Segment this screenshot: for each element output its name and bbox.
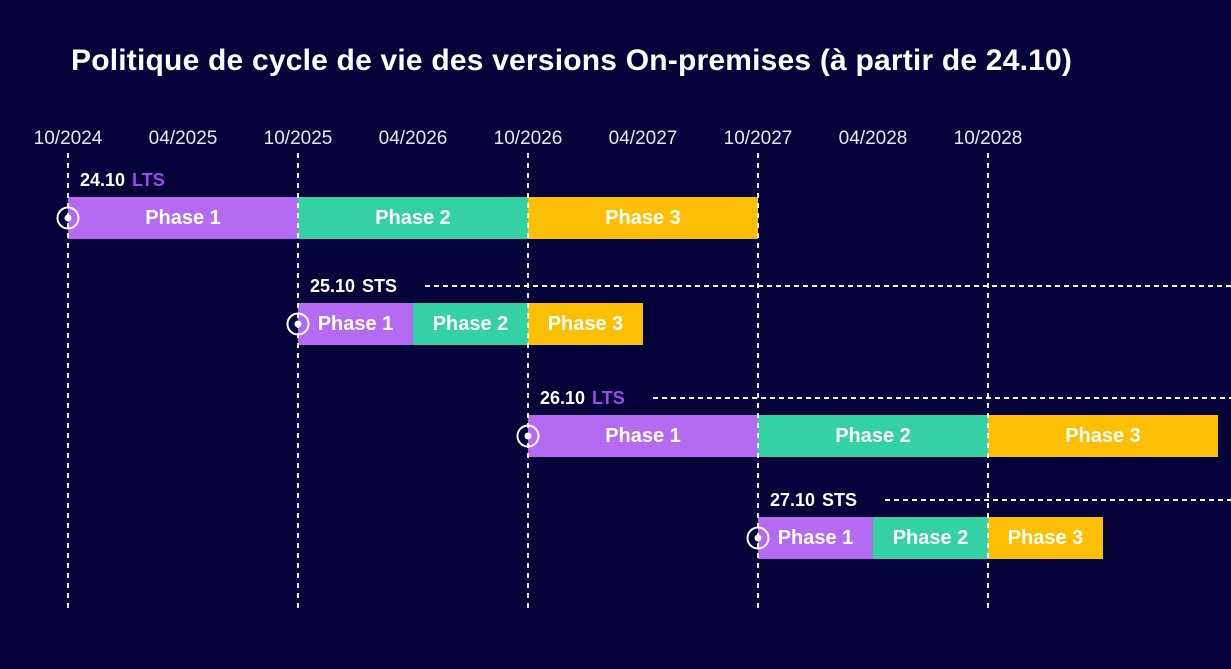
- phase-bar-label: Phase 2: [375, 206, 451, 229]
- axis-tick-label: 04/2026: [378, 128, 448, 149]
- version-number: 25.10: [310, 275, 356, 296]
- version-label: 26.10 LTS: [540, 388, 625, 409]
- phase-bar: Phase 1: [758, 517, 873, 559]
- release-marker-icon: [56, 206, 80, 230]
- phase-bar: Phase 2: [298, 197, 528, 239]
- phase-bar: Phase 2: [413, 303, 528, 345]
- axis-tick-label: 10/2028: [953, 128, 1023, 149]
- gridline-october: [987, 153, 989, 612]
- phase-bar-label: Phase 1: [145, 206, 221, 229]
- version-row-header: 26.10 LTS: [540, 387, 1231, 409]
- version-number: 24.10: [80, 169, 126, 190]
- phase-bar: Phase 3: [988, 517, 1103, 559]
- version-label: 27.10 STS: [770, 490, 857, 511]
- release-marker-dot: [524, 432, 532, 440]
- version-row-header: 25.10 STS: [310, 275, 1231, 297]
- leader-dashed-line: [652, 397, 1231, 399]
- gridline-october: [757, 153, 759, 612]
- version-label: 24.10 LTS: [80, 170, 165, 191]
- version-row-header: 27.10 STS: [770, 489, 1231, 511]
- release-type-badge: LTS: [592, 387, 625, 408]
- leader-dashed-line: [885, 499, 1231, 501]
- release-marker-icon: [516, 424, 540, 448]
- version-number: 26.10: [540, 387, 586, 408]
- axis-tick-label: 10/2026: [493, 128, 563, 149]
- version-number: 27.10: [770, 489, 816, 510]
- phase-bar-label: Phase 3: [547, 312, 624, 335]
- axis-tick-label: 04/2025: [148, 128, 218, 149]
- release-marker-icon: [286, 312, 310, 336]
- phase-bar-label: Phase 1: [777, 526, 854, 549]
- axis-tick-label: 10/2024: [33, 128, 103, 149]
- release-marker-dot: [754, 534, 762, 542]
- phase-bar-label: Phase 2: [432, 312, 509, 335]
- release-marker-dot: [294, 320, 302, 328]
- phase-bar: Phase 3: [988, 415, 1218, 457]
- axis-tick-label: 10/2027: [723, 128, 793, 149]
- phase-bar: Phase 1: [298, 303, 413, 345]
- phase-bar-label: Phase 3: [1065, 424, 1141, 447]
- phase-bar-label: Phase 2: [892, 526, 969, 549]
- phase-bar: Phase 1: [528, 415, 758, 457]
- axis-tick-label: 10/2025: [263, 128, 333, 149]
- phase-bar-label: Phase 1: [317, 312, 394, 335]
- leader-dashed-line: [425, 285, 1231, 287]
- version-row-header: 24.10 LTS: [80, 169, 1231, 191]
- phase-bar: Phase 2: [873, 517, 988, 559]
- phase-bar-label: Phase 2: [835, 424, 911, 447]
- phase-bar-label: Phase 1: [605, 424, 681, 447]
- axis-tick-label: 04/2028: [838, 128, 908, 149]
- chart-title: Politique de cycle de vie des versions O…: [71, 44, 1073, 77]
- phase-bar: Phase 2: [758, 415, 988, 457]
- phase-bar: Phase 1: [68, 197, 298, 239]
- release-type-badge: LTS: [132, 169, 165, 190]
- gridline-october: [297, 153, 299, 612]
- axis-tick-label: 04/2027: [608, 128, 678, 149]
- gridline-october: [527, 153, 529, 612]
- release-marker-dot: [64, 214, 72, 222]
- release-type-badge: STS: [362, 275, 398, 296]
- gridline-october: [67, 153, 69, 612]
- phase-bar: Phase 3: [528, 197, 758, 239]
- release-marker-icon: [746, 526, 770, 550]
- phase-bar-label: Phase 3: [605, 206, 681, 229]
- phase-bar-label: Phase 3: [1007, 526, 1084, 549]
- release-type-badge: STS: [822, 489, 858, 510]
- phase-bar: Phase 3: [528, 303, 643, 345]
- version-label: 25.10 STS: [310, 276, 397, 297]
